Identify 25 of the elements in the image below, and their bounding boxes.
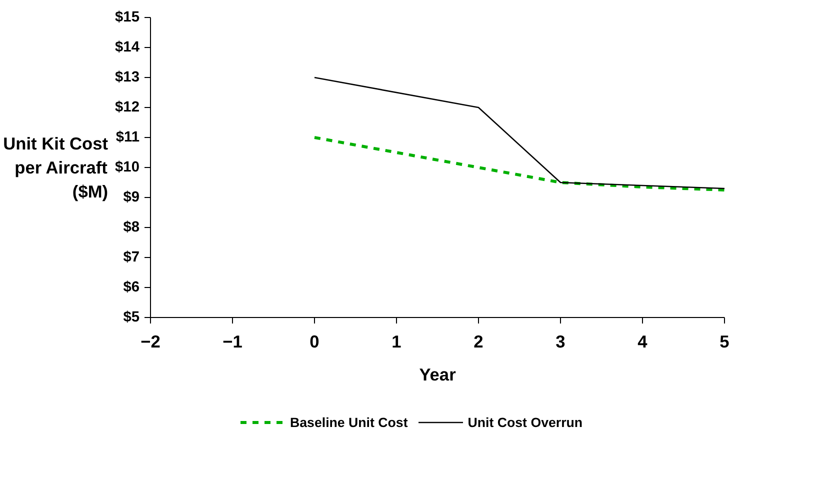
y-tick-label: $11 [116, 130, 140, 146]
y-tick-label: $12 [115, 100, 140, 116]
x-tick-label: 4 [638, 332, 648, 352]
x-tick-label: −1 [222, 332, 243, 352]
y-tick-label: $5 [123, 310, 140, 326]
x-tick-label: −2 [140, 332, 160, 352]
y-tick-label: $14 [115, 40, 140, 56]
y-axis-title: Unit Kit Cost per Aircraft ($M) [3, 134, 108, 202]
y-tick-label: $15 [115, 10, 140, 26]
y-tick-label: $9 [123, 190, 140, 206]
line-series [313, 136, 724, 192]
y-tick-label: $8 [123, 220, 140, 236]
y-tick-label: $10 [115, 160, 140, 176]
x-axis-title: Year [419, 364, 456, 384]
x-tick-label: 2 [474, 332, 484, 352]
x-tick-label: 3 [556, 332, 566, 352]
y-tick-label: $7 [123, 250, 140, 266]
legend-label: Unit Cost Overrun [468, 414, 583, 430]
y-tick-label: $6 [123, 280, 140, 296]
y-tick-label: $13 [115, 70, 140, 86]
legend-label: Baseline Unit Cost [290, 414, 408, 430]
x-tick-label: 5 [720, 332, 730, 352]
x-tick-label: 0 [310, 332, 320, 352]
x-tick-label: 1 [392, 332, 402, 352]
line-series [314, 76, 724, 190]
